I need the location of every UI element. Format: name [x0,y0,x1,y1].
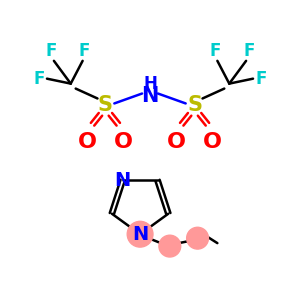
Circle shape [187,227,208,249]
Text: S: S [98,95,113,116]
Text: F: F [45,42,57,60]
Text: F: F [255,70,267,88]
Text: H: H [143,75,157,93]
Text: F: F [33,70,45,88]
Text: F: F [243,42,255,60]
Text: O: O [203,132,222,152]
Text: F: F [79,42,90,60]
Circle shape [159,235,181,257]
Text: N: N [141,85,159,106]
Text: O: O [78,132,97,152]
Text: N: N [115,171,131,190]
Text: N: N [132,225,148,244]
Text: S: S [187,95,202,116]
Text: F: F [210,42,221,60]
Text: O: O [167,132,186,152]
Circle shape [127,221,153,247]
Text: O: O [114,132,133,152]
